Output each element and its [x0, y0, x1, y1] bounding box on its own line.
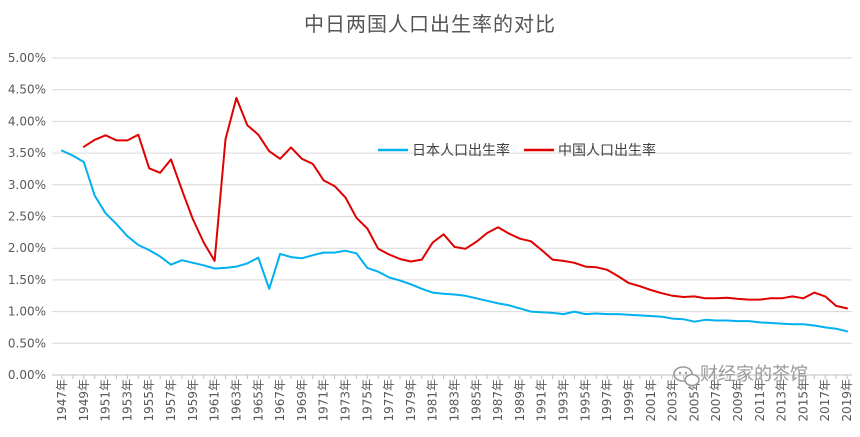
- x-tick-label: 1969年: [295, 379, 309, 422]
- wechat-icon: [673, 366, 700, 387]
- x-tick-label: 1971年: [317, 379, 331, 422]
- x-tick-label: 2001年: [644, 379, 658, 422]
- x-tick-label: 1981年: [426, 379, 440, 422]
- y-tick-label: 1.00%: [8, 305, 46, 319]
- x-tick-label: 1951年: [99, 379, 113, 422]
- x-tick-label: 1965年: [251, 379, 265, 422]
- watermark: 财经家的茶馆: [673, 364, 808, 387]
- y-tick-label: 4.50%: [8, 83, 46, 97]
- x-tick-label: 1983年: [448, 379, 462, 422]
- x-tick-label: 1979年: [404, 379, 418, 422]
- x-tick-label: 1997年: [600, 379, 614, 422]
- x-tick-label: 2009年: [731, 379, 745, 422]
- x-tick-label: 2005年: [687, 379, 701, 422]
- x-tick-label: 1955年: [142, 379, 156, 422]
- y-tick-label: 0.00%: [8, 368, 46, 382]
- series-layer: [61, 96, 848, 333]
- series-line-japan: [61, 149, 848, 333]
- x-tick-label: 1953年: [120, 379, 134, 422]
- series-line-china: [82, 96, 848, 310]
- y-tick-label: 2.50%: [8, 210, 46, 224]
- y-tick-label: 2.00%: [8, 241, 46, 255]
- y-tick-label: 0.50%: [8, 336, 46, 350]
- legend: 日本人口出生率 中国人口出生率: [378, 142, 656, 159]
- x-tick-label: 1963年: [229, 379, 243, 422]
- x-tick-label: 2015年: [796, 379, 810, 422]
- x-tick-label: 1977年: [382, 379, 396, 422]
- x-tick-label: 1973年: [338, 379, 352, 422]
- x-tick-label: 1991年: [535, 379, 549, 422]
- watermark-text: 财经家的茶馆: [700, 364, 808, 385]
- x-tick-label: 1995年: [578, 379, 592, 422]
- x-tick-label: 1949年: [77, 379, 91, 422]
- x-tick-label: 2017年: [818, 379, 832, 422]
- x-tick-label: 1993年: [557, 379, 571, 422]
- chart-title: 中日两国人口出生率的对比: [304, 12, 556, 36]
- x-tick-label: 1959年: [186, 379, 200, 422]
- legend-label: 日本人口出生率: [412, 142, 510, 159]
- x-tick-label: 2013年: [775, 379, 789, 422]
- x-tick-label: 1961年: [208, 379, 222, 422]
- x-tick-label: 1987年: [491, 379, 505, 422]
- x-tick-label: 2019年: [840, 379, 854, 422]
- y-tick-label: 5.00%: [8, 51, 46, 65]
- x-tick-label: 1999年: [622, 379, 636, 422]
- x-tick-label: 1947年: [55, 379, 69, 422]
- y-tick-label: 3.50%: [8, 146, 46, 160]
- grid-layer: [52, 57, 852, 376]
- y-tick-label: 4.00%: [8, 114, 46, 128]
- x-tick-label: 2007年: [709, 379, 723, 422]
- y-tick-label: 1.50%: [8, 273, 46, 287]
- x-tick-label: 2011年: [753, 379, 767, 422]
- x-tick-label: 1967年: [273, 379, 287, 422]
- x-tick-label: 1989年: [513, 379, 527, 422]
- x-tick-label: 1957年: [164, 379, 178, 422]
- x-tick-label: 1985年: [469, 379, 483, 422]
- x-tick-label: 2003年: [666, 379, 680, 422]
- legend-label: 中国人口出生率: [558, 142, 656, 159]
- x-tick-label: 1975年: [360, 379, 374, 422]
- axis-layer: 0.00% 0.50% 1.00% 1.50% 2.00% 2.50% 3.00% 3.50%…: [8, 51, 854, 422]
- y-tick-label: 3.00%: [8, 178, 46, 192]
